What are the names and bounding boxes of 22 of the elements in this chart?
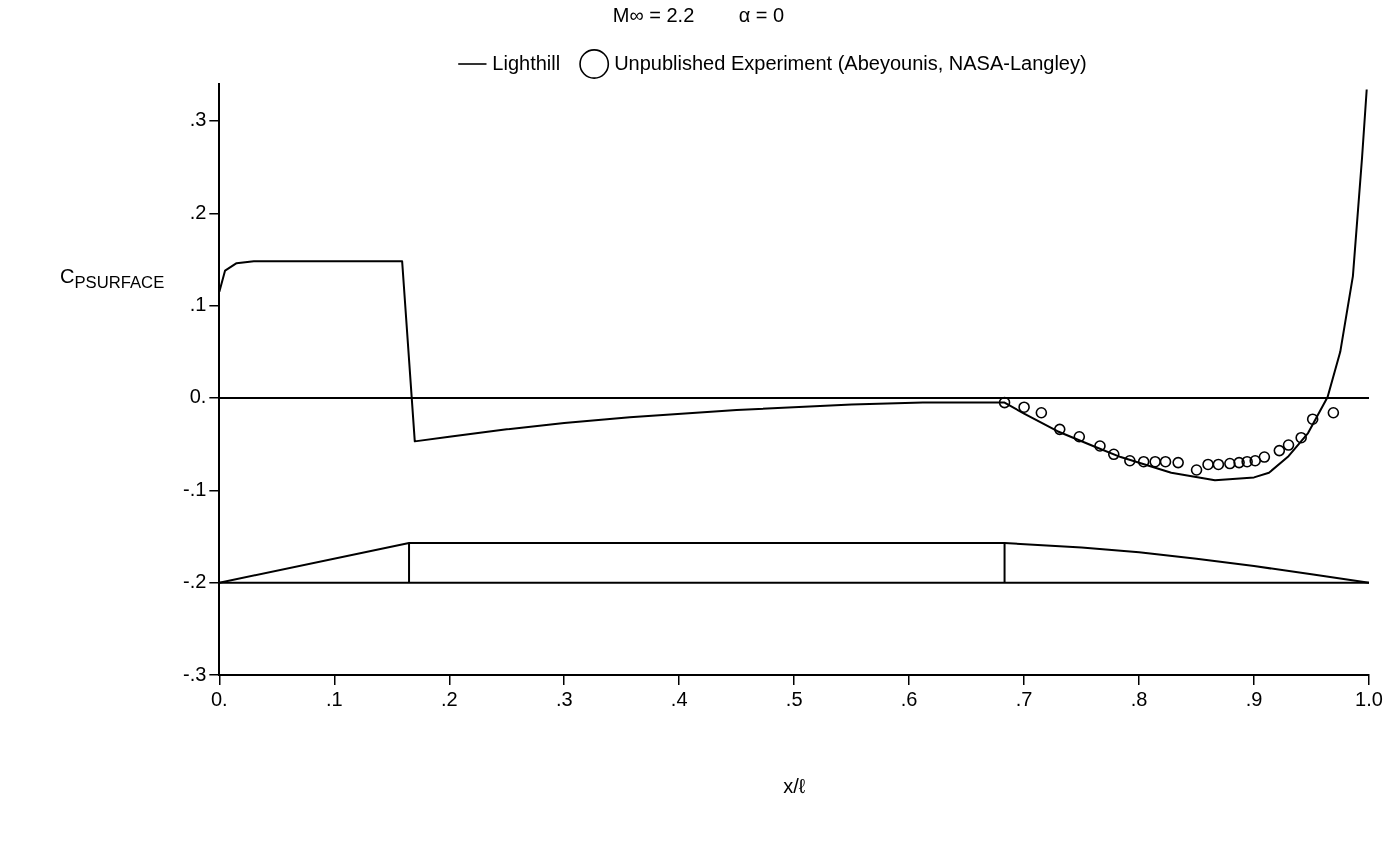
y-tick-label: -.3	[183, 662, 207, 685]
x-tick-label: .4	[670, 687, 688, 710]
y-tick-label: .3	[189, 108, 207, 131]
y-tick-label: .2	[189, 200, 207, 223]
x-tick-label: .6	[900, 687, 918, 710]
x-tick-label: .9	[1245, 687, 1263, 710]
x-tick-label: .3	[555, 687, 573, 710]
x-tick-label: 0.	[211, 687, 228, 710]
chart-title: M∞ = 2.2 α = 0	[611, 4, 786, 27]
legend-label: Lighthill	[492, 51, 561, 74]
x-tick-label: .2	[440, 687, 458, 710]
x-tick-label: .7	[1015, 687, 1033, 710]
x-tick-label: .1	[325, 687, 343, 710]
y-tick-label: -.1	[183, 477, 207, 500]
x-axis-title: x/ℓ	[783, 774, 806, 797]
x-tick-label: 1.0	[1355, 687, 1383, 710]
x-tick-label: .8	[1130, 687, 1148, 710]
x-tick-label: .5	[785, 687, 803, 710]
y-tick-label: .1	[189, 293, 207, 316]
y-tick-label: 0.	[189, 385, 207, 408]
y-tick-label: -.2	[183, 570, 207, 593]
legend-label: Unpublished Experiment (Abeyounis, NASA-Langley)	[614, 51, 1087, 74]
